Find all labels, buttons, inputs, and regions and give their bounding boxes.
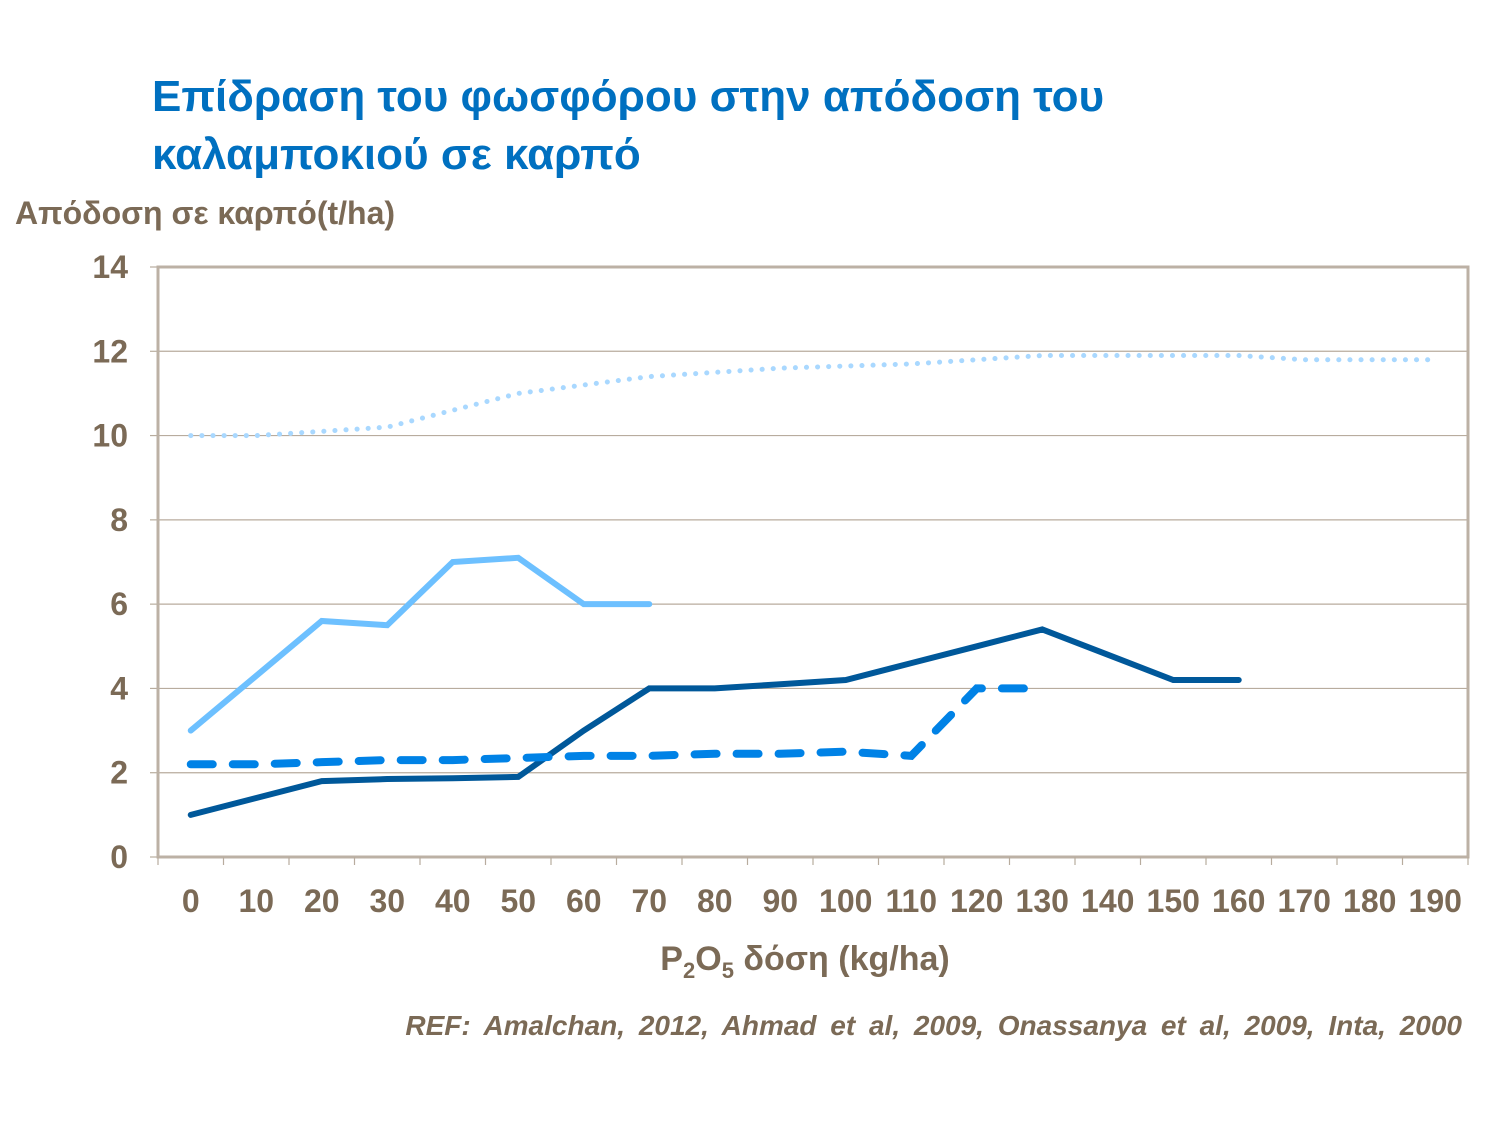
x-tick-label: 70 bbox=[631, 883, 667, 919]
x-tick-label: 0 bbox=[182, 883, 200, 919]
x-tick-label: 110 bbox=[885, 883, 937, 919]
y-tick-label: 10 bbox=[92, 418, 128, 454]
chart-title-line-2: καλαμποκιού σε καρπό bbox=[152, 130, 641, 179]
x-tick-label: 100 bbox=[819, 883, 872, 919]
series-dark-line bbox=[187, 626, 1242, 818]
x-label-o: O bbox=[695, 940, 722, 978]
x-label-rest: δόση (kg/ha) bbox=[733, 940, 950, 978]
y-tick-label: 2 bbox=[110, 755, 128, 791]
x-tick-label: 60 bbox=[566, 883, 602, 919]
chart-title-line-1: Επίδραση του φωσφόρου στην απόδοση του bbox=[152, 72, 1105, 121]
y-tick-label: 0 bbox=[110, 839, 128, 875]
x-tick-label: 160 bbox=[1212, 883, 1265, 919]
x-tick-label: 170 bbox=[1278, 883, 1331, 919]
x-tick-label: 180 bbox=[1343, 883, 1396, 919]
x-tick-label: 30 bbox=[369, 883, 405, 919]
y-tick-label: 6 bbox=[110, 586, 128, 622]
x-tick-label: 140 bbox=[1081, 883, 1134, 919]
x-tick-label: 80 bbox=[697, 883, 733, 919]
series-light-line bbox=[187, 554, 653, 734]
reference-text: REF: Amalchan, 2012, Ahmad et al, 2009, … bbox=[405, 1010, 1462, 1041]
x-label-sub5: 5 bbox=[721, 957, 734, 983]
x-label-p: P bbox=[660, 940, 683, 978]
x-tick-label: 40 bbox=[435, 883, 471, 919]
x-tick-label: 50 bbox=[500, 883, 536, 919]
x-tick-label: 20 bbox=[304, 883, 340, 919]
x-tick-label: 190 bbox=[1409, 883, 1462, 919]
y-tick-label: 14 bbox=[92, 249, 128, 285]
y-tick-label: 12 bbox=[92, 333, 128, 369]
x-label-sub2: 2 bbox=[682, 957, 696, 983]
chart-title: Επίδραση του φωσφόρου στην απόδοση του κ… bbox=[152, 68, 1104, 184]
x-tick-label: 10 bbox=[238, 883, 274, 919]
x-axis-label: P2O5 δόση (kg/ha) bbox=[0, 940, 1500, 984]
series-dotted-line bbox=[188, 353, 1438, 439]
y-axis-label: Απόδοση σε καρπό(t/ha) bbox=[15, 195, 396, 231]
series-dashed-line bbox=[186, 684, 1047, 769]
x-tick-label: 90 bbox=[762, 883, 798, 919]
y-tick-label: 4 bbox=[110, 670, 128, 706]
y-tick-label: 8 bbox=[110, 502, 128, 538]
x-tick-label: 120 bbox=[950, 883, 1003, 919]
x-tick-label: 150 bbox=[1147, 883, 1200, 919]
x-tick-label: 130 bbox=[1016, 883, 1069, 919]
